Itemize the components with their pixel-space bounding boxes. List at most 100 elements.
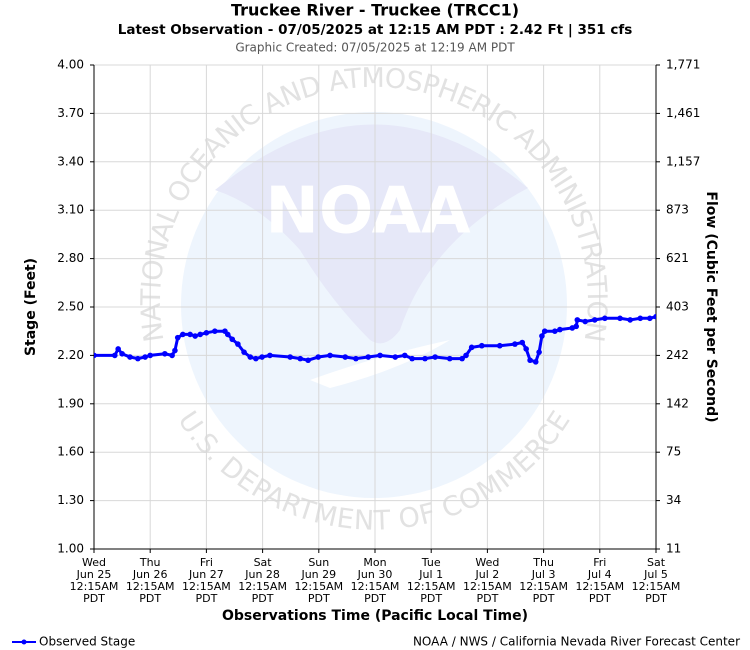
x-tick-label: PDT [308,592,330,605]
legend-marker [21,639,27,645]
footer: NOAA / NWS / California Nevada River For… [413,635,740,649]
data-point [478,342,485,349]
data-point [409,355,415,362]
y-tick-label: 3.70 [57,106,84,120]
data-point [187,331,193,338]
x-tick-label: Jun 30 [357,568,393,581]
data-point [203,330,210,336]
x-tick-label: 12:15AM [294,580,343,593]
data-point [241,349,247,355]
x-tick-label: Jun 29 [300,568,336,581]
y2-tick-label: 621 [666,251,689,265]
y-tick-label: 1.30 [57,493,84,507]
x-tick-label: 12:15AM [575,580,624,593]
data-point [135,355,141,362]
data-point [259,354,265,360]
data-point [179,331,186,338]
chart-subtitle: Latest Observation - 07/05/2025 at 12:15… [118,22,633,38]
data-point [174,334,181,341]
x-tick-label: Wed [82,556,106,569]
y-axis-label: Stage (Feet) [23,258,39,356]
x-tick-label: 12:15AM [463,580,512,593]
data-point [574,317,581,323]
data-point [539,333,545,339]
x-tick-label: 12:15AM [519,580,568,593]
x-tick-label: Jun 27 [188,568,224,581]
data-point [253,355,259,362]
x-tick-label: Jul 2 [475,568,500,581]
data-point [305,357,311,364]
y2-tick-label: 873 [666,203,689,217]
data-point [197,331,204,338]
x-tick-label: PDT [420,592,442,605]
created-note: Graphic Created: 07/05/2025 at 12:19 AM … [235,41,515,55]
data-point [602,315,608,322]
logo-wave [310,340,450,388]
y-tick-label: 4.00 [57,58,84,72]
x-tick-label: Tue [421,556,441,569]
data-point [247,354,254,360]
data-point [315,354,322,360]
data-point [169,352,175,359]
y2-tick-label: 242 [666,348,689,362]
data-point [224,331,231,338]
series [94,313,656,365]
x-tick-label: PDT [364,592,386,605]
data-point [541,328,548,335]
data-point [142,354,148,360]
y-tick-label: 1.60 [57,445,84,459]
x-tick-label: Sat [647,556,666,569]
data-point [527,357,533,364]
data-point [353,355,359,362]
data-point [192,333,198,339]
x-tick-label: Jun 25 [76,568,112,581]
y2-tick-label: 1,461 [666,106,700,120]
y2-tick-label: 1,771 [666,58,700,72]
data-point [647,315,653,322]
data-point [212,328,218,335]
data-point [377,352,383,359]
data-point [422,355,428,362]
data-point [287,354,293,360]
y2-tick-label: 403 [666,300,689,314]
y-tick-label: 2.20 [57,348,84,362]
x-tick-label: Sat [254,556,273,569]
y2-tick-label: 142 [666,396,689,410]
y2-axis-label: Flow (Cubic Feet per Second) [703,191,719,422]
x-tick-label: 12:15AM [632,580,681,593]
data-point [653,313,656,320]
y-tick-label: 3.40 [57,154,84,168]
data-point [127,354,133,360]
x-tick-label: PDT [252,592,274,605]
data-point [342,354,349,360]
data-point [162,350,168,357]
data-point [365,354,372,360]
data-point [446,355,453,362]
data-point [119,350,125,357]
data-point [432,354,438,360]
data-point [468,344,475,351]
x-tick-label: 12:15AM [351,580,400,593]
data-point [552,328,558,335]
legend-label: Observed Stage [39,635,135,649]
data-point [115,346,121,352]
x-tick-label: 12:15AM [126,580,175,593]
x-tick-label: Wed [475,556,499,569]
data-point [327,352,333,359]
data-point [523,346,529,352]
y2-tick-label: 75 [666,445,681,459]
y-tick-label: 3.10 [57,203,84,217]
data-point [94,352,97,359]
x-tick-label: Sun [308,556,329,569]
data-point [235,341,241,347]
y2-tick-label: 1,157 [666,154,700,168]
data-point [297,355,304,362]
x-tick-label: Thu [532,556,554,569]
grid [93,64,657,550]
x-tick-label: Mon [363,556,386,569]
data-point [392,354,399,360]
data-point [557,326,563,333]
x-tick-label: 12:15AM [407,580,456,593]
